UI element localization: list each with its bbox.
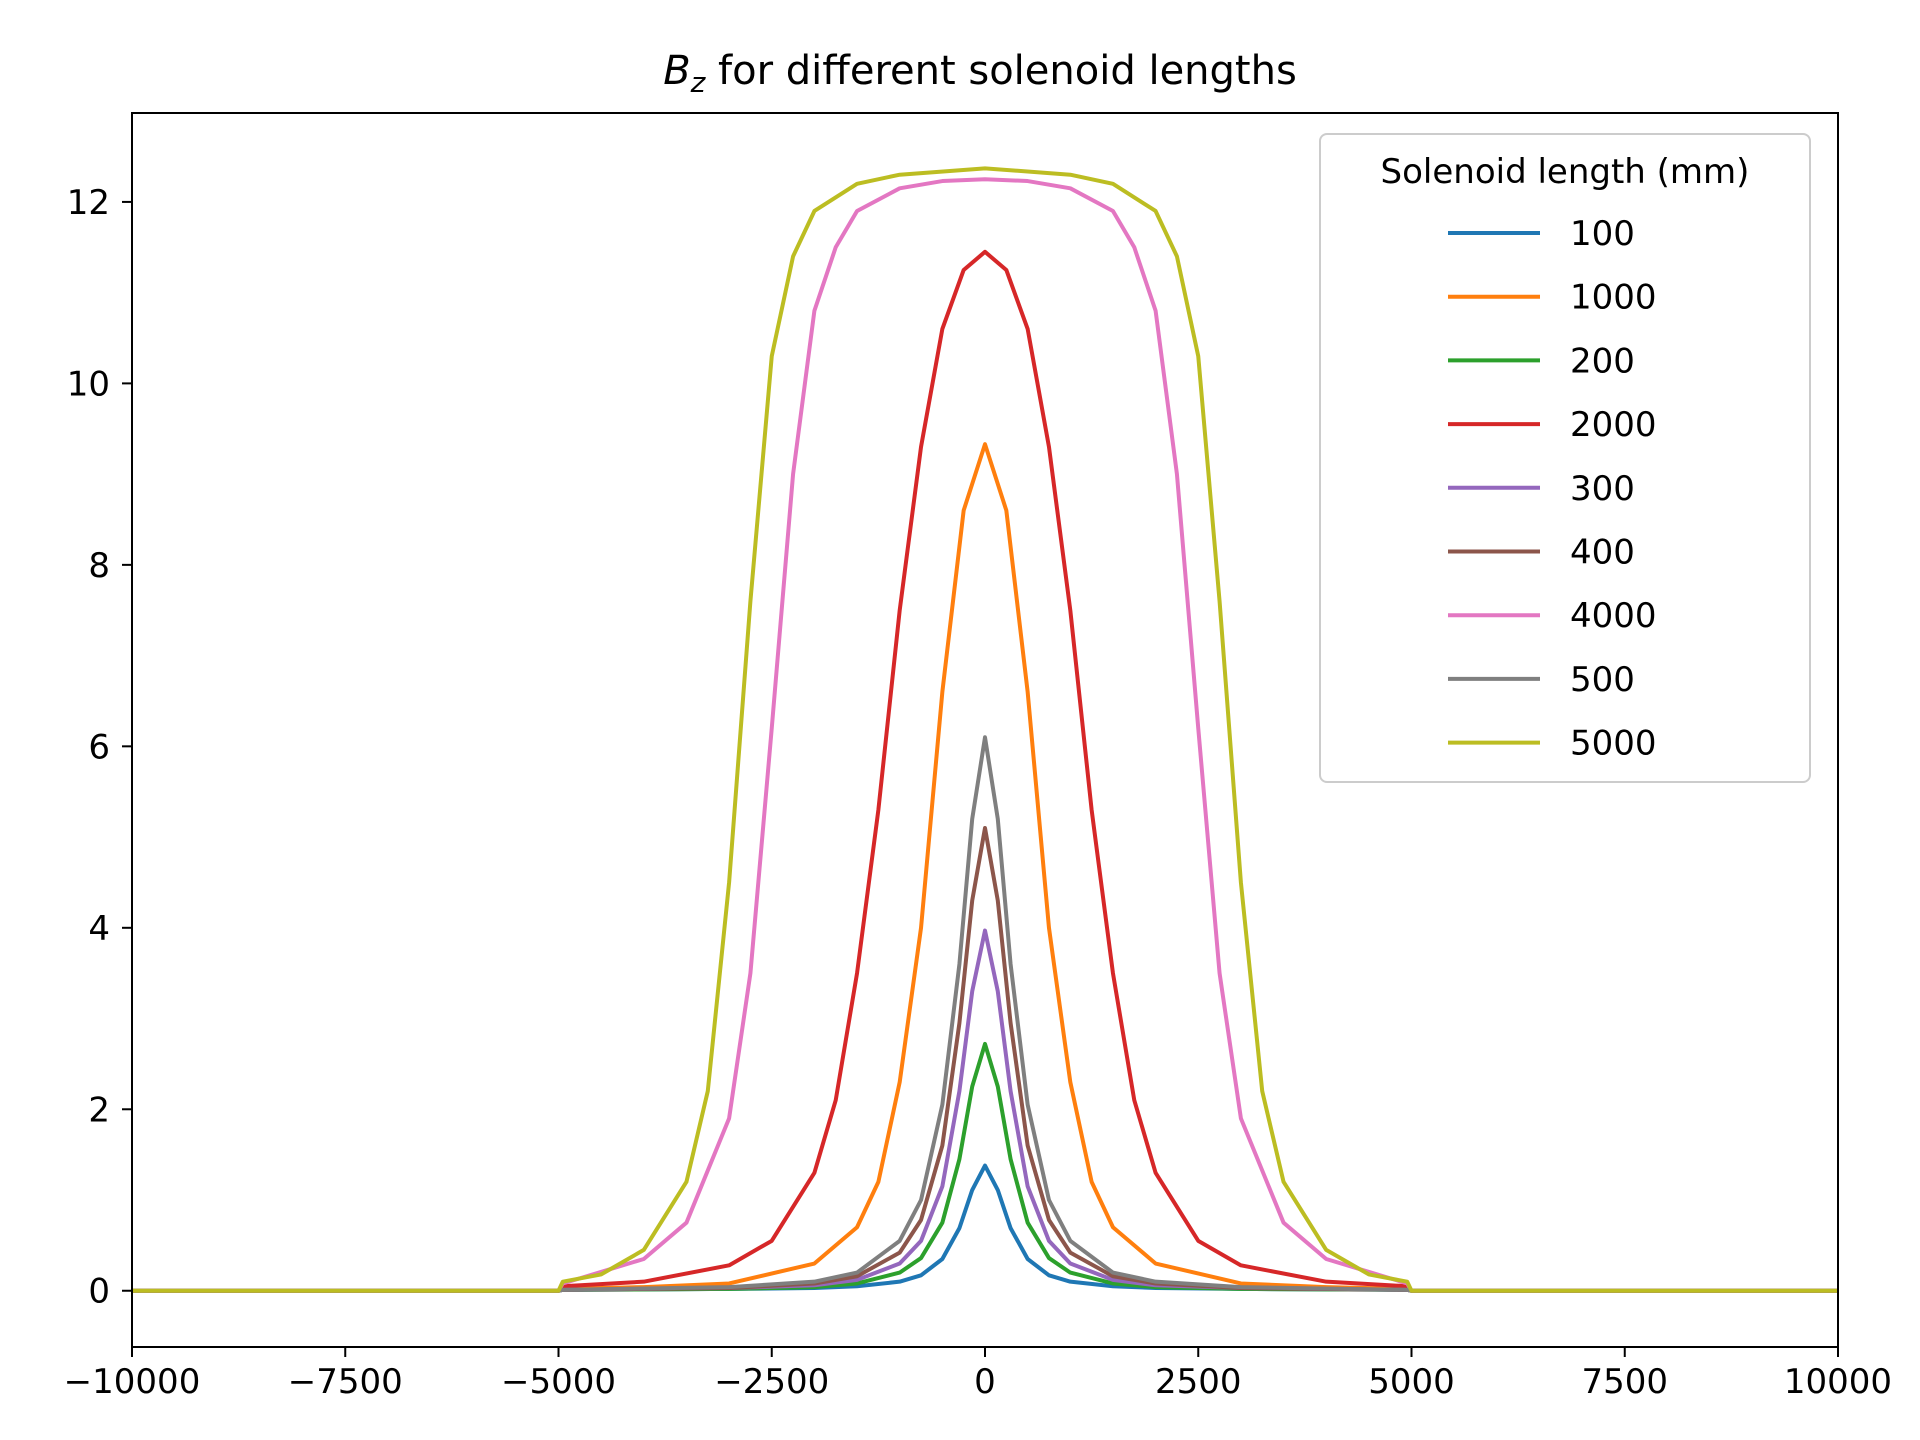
x-tick-label: 0 [974, 1362, 996, 1402]
y-tick-label: 6 [88, 727, 110, 767]
x-tick-label: 7500 [1581, 1362, 1668, 1402]
legend-label-300: 300 [1570, 469, 1635, 509]
legend-label-1000: 1000 [1570, 278, 1657, 318]
series-layer [132, 166, 1838, 1293]
x-tick-label: 2500 [1155, 1362, 1242, 1402]
series-line-1000 [132, 442, 1838, 1293]
x-tick-label: 5000 [1368, 1362, 1455, 1402]
x-tick-label: −2500 [714, 1362, 829, 1402]
legend-label-400: 400 [1570, 533, 1635, 573]
legend-label-5000: 5000 [1570, 724, 1657, 764]
legend-label-2000: 2000 [1570, 405, 1657, 445]
title-main: B [663, 48, 690, 94]
chart-title: Bz for different solenoid lengths [663, 48, 1297, 99]
legend-frame [1319, 133, 1811, 783]
title-sub: z [690, 66, 707, 99]
y-tick-label: 12 [67, 183, 110, 223]
series-line-5000 [132, 166, 1838, 1293]
legend: Solenoid length (mm) 100 1000 200 2000 300 40… [1319, 133, 1811, 783]
y-tick-label: 8 [88, 546, 110, 586]
x-tick-label: 10000 [1784, 1362, 1892, 1402]
y-tick-label: 4 [88, 909, 110, 949]
legend-label-200: 200 [1570, 341, 1635, 381]
x-tick-label: −10000 [64, 1362, 201, 1402]
axes-layer: −10000 −7500 −5000 −2500 0 2500 5000 7500 100000… [64, 112, 1892, 1402]
title-rest: for different solenoid lengths [705, 48, 1296, 94]
y-tick-label: 0 [88, 1272, 110, 1312]
y-tick-label: 10 [67, 364, 110, 404]
series-line-500 [132, 735, 1838, 1293]
legend-label-4000: 4000 [1570, 596, 1657, 636]
legend-title: Solenoid length (mm) [1381, 152, 1750, 192]
series-line-2000 [132, 249, 1838, 1293]
legend-label-100: 100 [1570, 214, 1635, 254]
legend-label-500: 500 [1570, 660, 1635, 700]
legend-items: 100 1000 200 2000 300 400 4000 500 5000 [1448, 214, 1657, 764]
x-tick-label: −7500 [288, 1362, 403, 1402]
y-tick-label: 2 [88, 1090, 110, 1130]
series-line-4000 [132, 177, 1838, 1293]
x-tick-label: −5000 [501, 1362, 616, 1402]
